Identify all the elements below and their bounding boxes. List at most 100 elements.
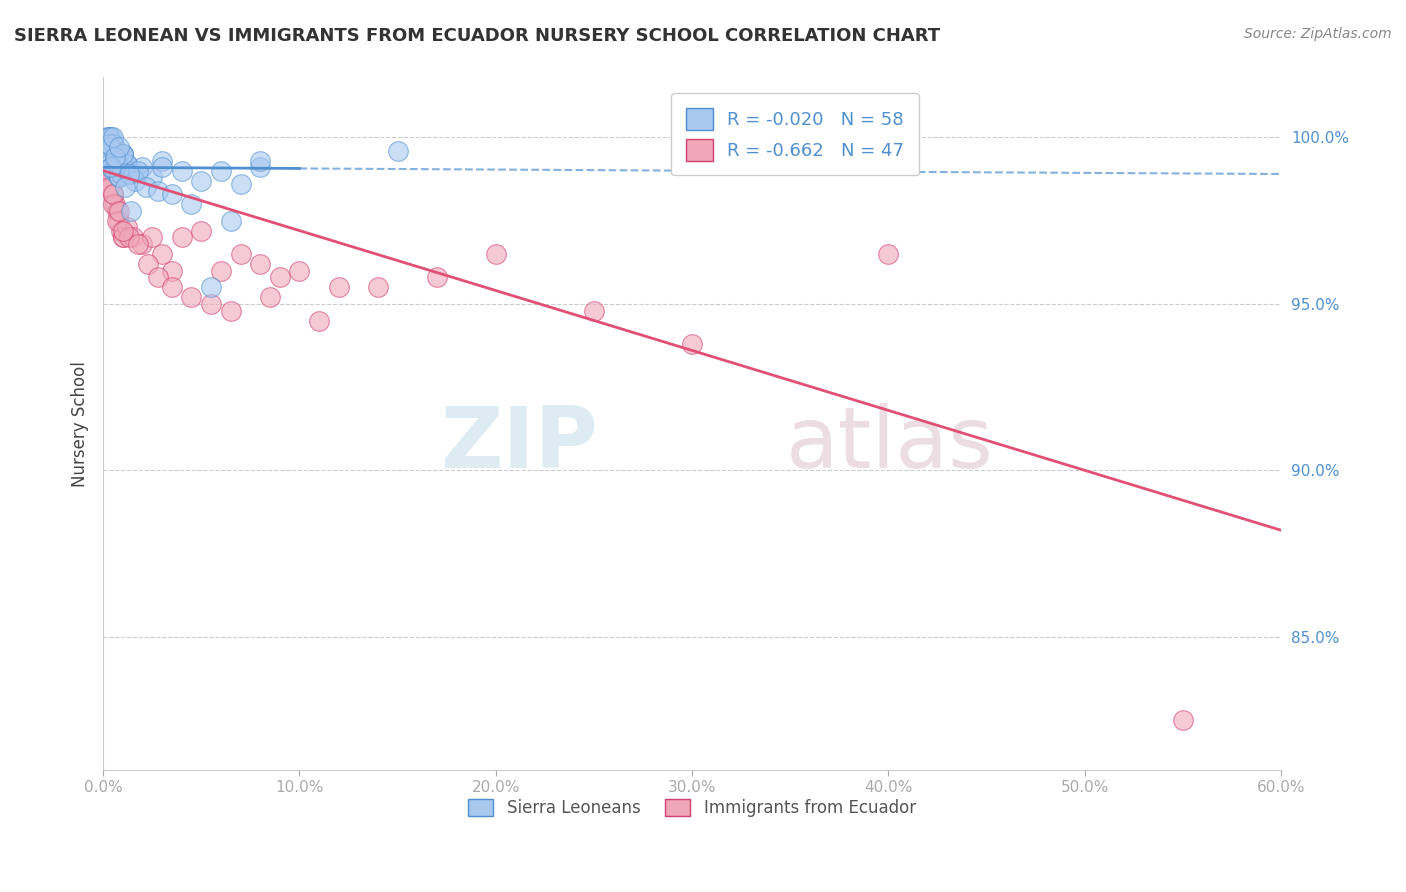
Point [387, 144, 409, 158]
Point [426, 270, 449, 285]
Point [219, 303, 242, 318]
Point [115, 157, 138, 171]
Point [170, 163, 193, 178]
Point [124, 174, 146, 188]
Point [120, 167, 142, 181]
Point [141, 170, 163, 185]
Point [104, 153, 127, 168]
Point [131, 161, 153, 175]
Point [121, 230, 143, 244]
Point [141, 230, 163, 244]
Text: atlas: atlas [786, 403, 994, 486]
Y-axis label: Nursery School: Nursery School [72, 360, 89, 487]
Point [259, 290, 281, 304]
Point [98, 136, 121, 151]
Point [98, 170, 121, 185]
Point [111, 147, 134, 161]
Point [105, 203, 128, 218]
Point [180, 290, 202, 304]
Point [101, 186, 124, 201]
Point [115, 220, 138, 235]
Point [101, 163, 124, 178]
Point [110, 147, 132, 161]
Point [111, 147, 134, 161]
Point [209, 163, 232, 178]
Point [96, 153, 118, 168]
Point [120, 203, 142, 218]
Point [108, 213, 131, 227]
Point [1171, 713, 1194, 727]
Point [115, 157, 138, 171]
Point [96, 163, 118, 178]
Point [111, 230, 134, 244]
Point [229, 247, 252, 261]
Point [114, 180, 136, 194]
Point [111, 147, 134, 161]
Point [146, 184, 169, 198]
Point [877, 247, 900, 261]
Point [104, 163, 127, 178]
Point [249, 153, 271, 168]
Point [101, 136, 124, 151]
Point [101, 130, 124, 145]
Point [105, 213, 128, 227]
Point [101, 186, 124, 201]
Point [328, 280, 350, 294]
Point [108, 170, 131, 185]
Point [219, 213, 242, 227]
Point [104, 197, 127, 211]
Point [100, 161, 122, 175]
Point [101, 136, 124, 151]
Point [121, 163, 143, 178]
Point [100, 140, 122, 154]
Point [200, 280, 222, 294]
Point [209, 263, 232, 277]
Point [190, 174, 212, 188]
Point [100, 180, 122, 194]
Point [150, 153, 173, 168]
Point [118, 167, 141, 181]
Point [485, 247, 508, 261]
Point [136, 257, 159, 271]
Point [105, 144, 128, 158]
Point [127, 236, 149, 251]
Point [135, 180, 157, 194]
Point [108, 170, 131, 185]
Point [105, 157, 128, 171]
Point [104, 150, 127, 164]
Point [249, 257, 271, 271]
Point [100, 161, 122, 175]
Point [269, 270, 291, 285]
Point [111, 230, 134, 244]
Point [110, 167, 132, 181]
Point [367, 280, 389, 294]
Point [308, 313, 330, 327]
Point [96, 130, 118, 145]
Point [108, 147, 131, 161]
Point [108, 203, 131, 218]
Point [104, 140, 127, 154]
Point [180, 197, 202, 211]
Point [249, 161, 271, 175]
Point [101, 197, 124, 211]
Point [150, 247, 173, 261]
Point [98, 157, 121, 171]
Point [105, 157, 128, 171]
Point [582, 303, 605, 318]
Legend: Sierra Leoneans, Immigrants from Ecuador: Sierra Leoneans, Immigrants from Ecuador [461, 792, 922, 824]
Point [127, 163, 149, 178]
Point [146, 270, 169, 285]
Point [200, 297, 222, 311]
Point [98, 130, 121, 145]
Point [111, 224, 134, 238]
Point [108, 140, 131, 154]
Point [170, 230, 193, 244]
Point [105, 147, 128, 161]
Point [681, 336, 703, 351]
Text: SIERRA LEONEAN VS IMMIGRANTS FROM ECUADOR NURSERY SCHOOL CORRELATION CHART: SIERRA LEONEAN VS IMMIGRANTS FROM ECUADO… [14, 27, 941, 45]
Point [111, 150, 134, 164]
Text: Source: ZipAtlas.com: Source: ZipAtlas.com [1244, 27, 1392, 41]
Point [160, 280, 183, 294]
Point [98, 180, 121, 194]
Point [100, 130, 122, 145]
